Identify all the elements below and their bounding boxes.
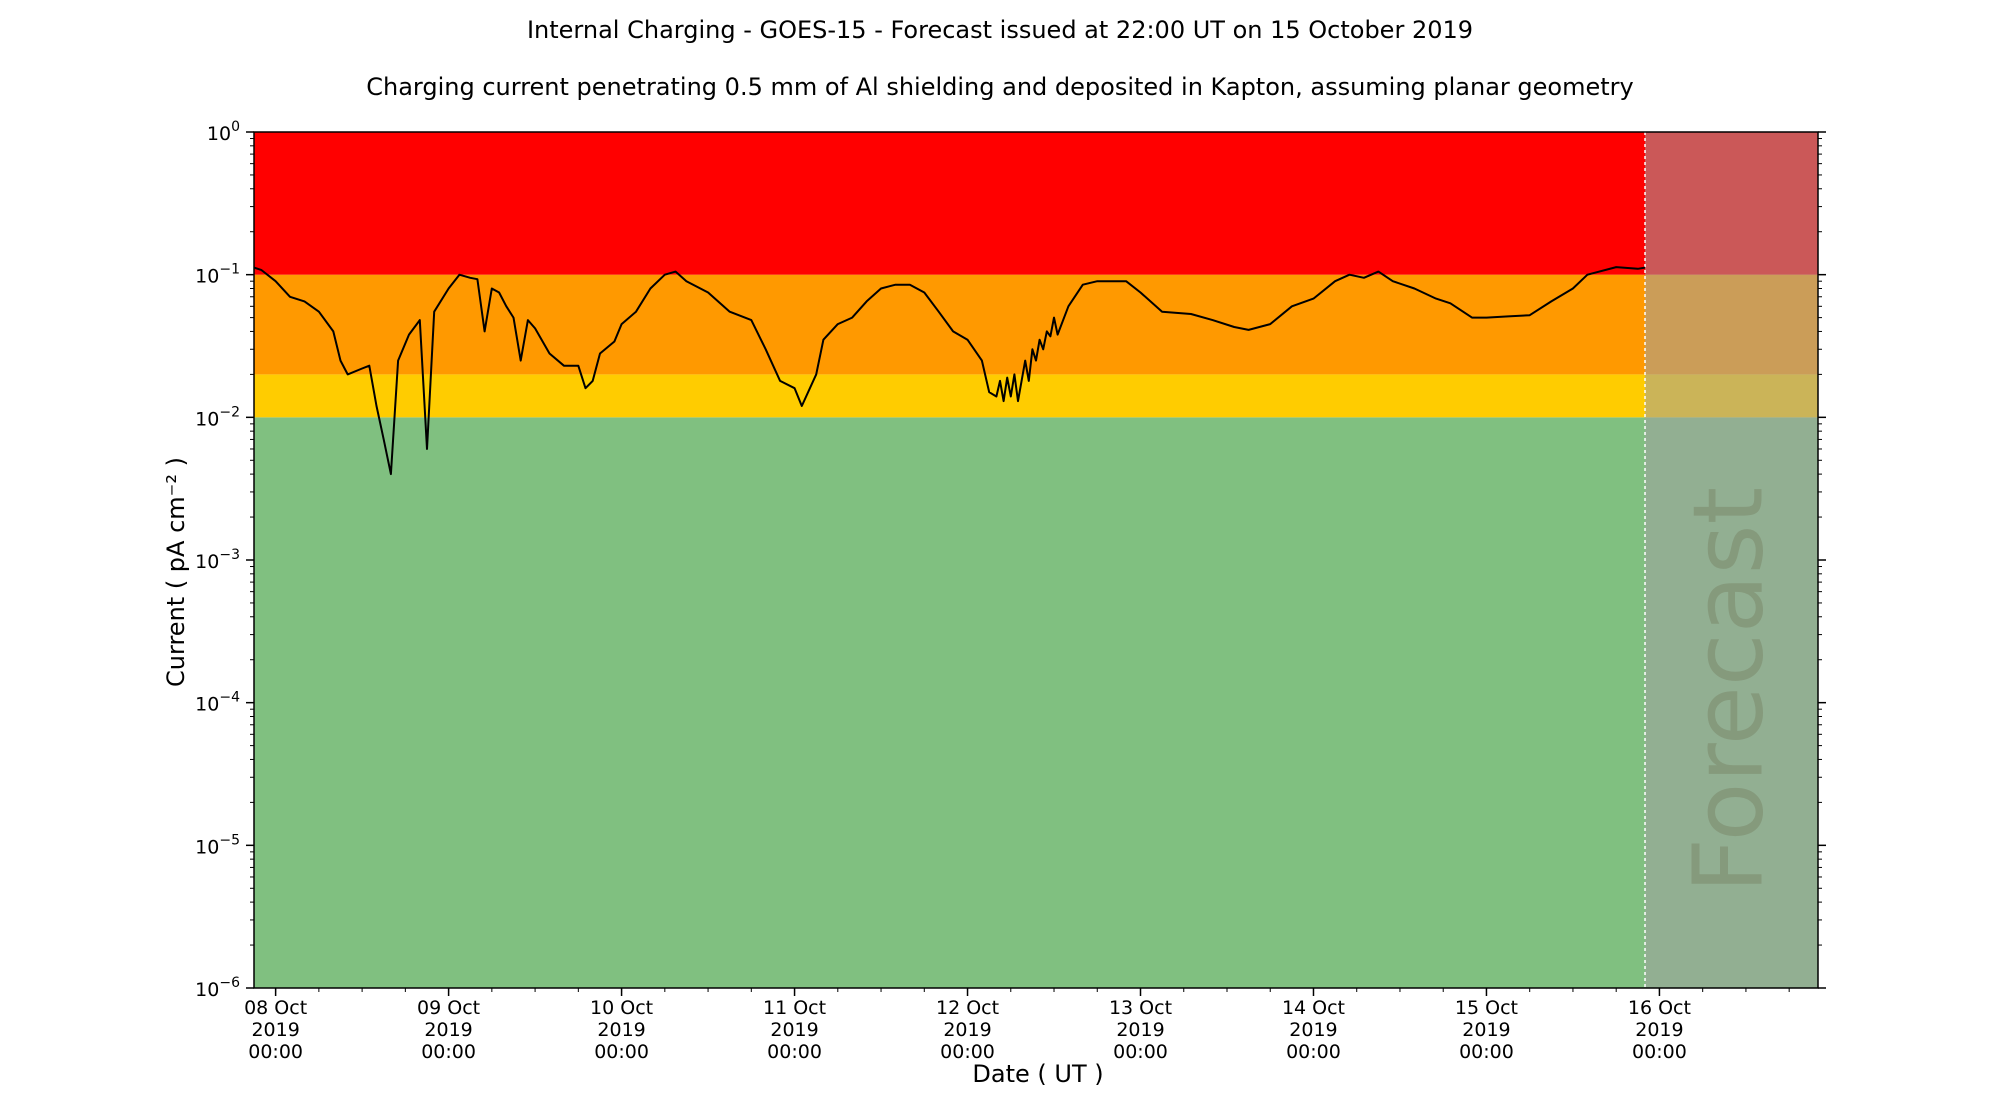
x-tick-label: 2019 <box>770 1019 818 1041</box>
x-tick-label: 12 Oct <box>936 997 999 1019</box>
x-tick-label: 15 Oct <box>1455 997 1518 1019</box>
x-tick-label: 2019 <box>1116 1019 1164 1041</box>
chart-title: Internal Charging - GOES-15 - Forecast i… <box>526 16 1474 44</box>
x-tick-label: 2019 <box>424 1019 472 1041</box>
forecast-region: Forecast <box>1644 132 1818 988</box>
chart-subtitle: Charging current penetrating 0.5 mm of A… <box>366 73 1634 101</box>
x-tick-label: 00:00 <box>1113 1041 1168 1063</box>
x-tick-label: 00:00 <box>767 1041 822 1063</box>
x-tick-label: 00:00 <box>421 1041 476 1063</box>
x-tick-label: 00:00 <box>1632 1041 1687 1063</box>
risk-bands <box>254 132 1818 988</box>
x-axis-label: Date ( UT ) <box>972 1060 1103 1088</box>
x-tick-label: 08 Oct <box>244 997 307 1019</box>
x-tick-label: 2019 <box>1289 1019 1337 1041</box>
axis-labels: Date ( UT ) Current ( pA cm⁻² ) <box>162 457 1104 1088</box>
x-tick-label: 2019 <box>597 1019 645 1041</box>
x-tick-label: 2019 <box>943 1019 991 1041</box>
y-axis-label: Current ( pA cm⁻² ) <box>162 457 190 687</box>
x-tick-label: 00:00 <box>248 1041 303 1063</box>
forecast-label: Forecast <box>1673 487 1785 893</box>
y-tick-label: 10−4 <box>195 690 240 716</box>
y-tick-label: 10−5 <box>195 832 240 858</box>
x-tick-label: 2019 <box>1635 1019 1683 1041</box>
forecast-shade <box>1645 132 1818 988</box>
band-green <box>254 417 1818 988</box>
current-series-line <box>253 266 1646 476</box>
x-tick-label: 13 Oct <box>1109 997 1172 1019</box>
y-tick-label: 10−2 <box>195 404 240 430</box>
x-tick-label: 14 Oct <box>1282 997 1345 1019</box>
y-tick-label: 10−6 <box>195 975 240 1001</box>
x-tick-label: 09 Oct <box>417 997 480 1019</box>
x-tick-label: 00:00 <box>1459 1041 1514 1063</box>
y-tick-label: 10−1 <box>195 262 240 288</box>
x-tick-label: 10 Oct <box>590 997 653 1019</box>
x-tick-label: 00:00 <box>594 1041 649 1063</box>
y-tick-label: 100 <box>207 119 240 145</box>
band-yellow <box>254 374 1818 418</box>
x-tick-label: 16 Oct <box>1628 997 1691 1019</box>
x-tick-label: 00:00 <box>940 1041 995 1063</box>
series-layer <box>253 266 1646 476</box>
band-red <box>254 132 1818 275</box>
x-tick-label: 00:00 <box>1286 1041 1341 1063</box>
x-tick-label: 2019 <box>251 1019 299 1041</box>
x-tick-label: 11 Oct <box>763 997 826 1019</box>
x-tick-label: 2019 <box>1462 1019 1510 1041</box>
y-tick-label: 10−3 <box>195 547 240 573</box>
